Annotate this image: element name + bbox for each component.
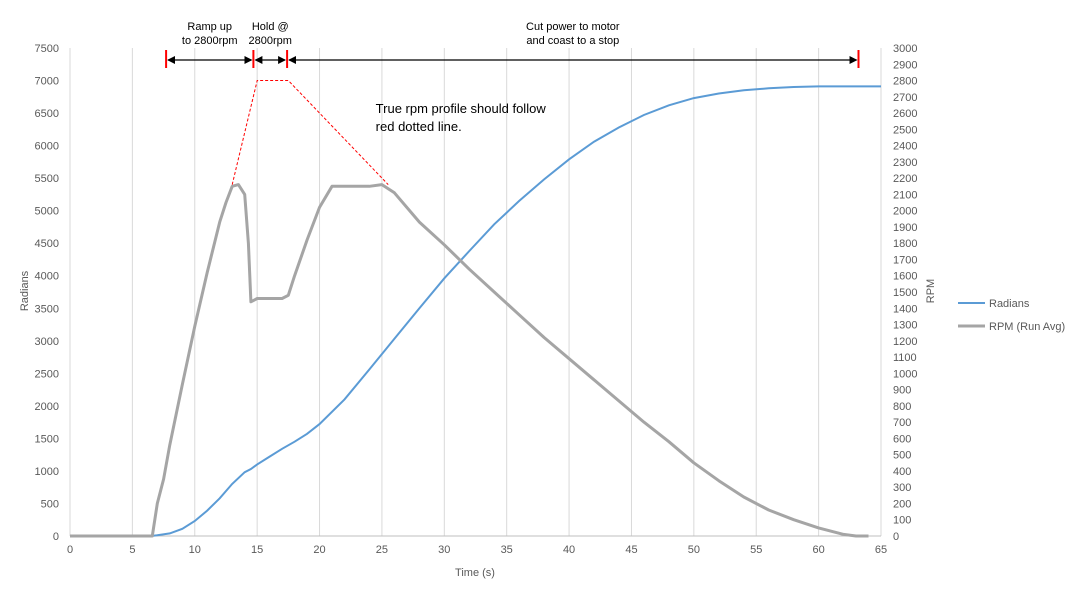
annotation-label: Hold @ <box>252 21 289 33</box>
y-right-tick-label: 600 <box>893 433 911 445</box>
y-axis-right-title: RPM <box>925 279 937 303</box>
y-left-tick-label: 7500 <box>35 43 59 55</box>
x-tick-label: 55 <box>750 544 762 556</box>
y-left-tick-label: 7000 <box>35 76 59 88</box>
y-right-tick-label: 200 <box>893 498 911 510</box>
y-right-tick-label: 2400 <box>893 141 917 153</box>
annotation-note: True rpm profile should follow <box>376 101 547 116</box>
y-left-tick-label: 1000 <box>35 466 59 478</box>
x-tick-label: 65 <box>875 544 887 556</box>
y-right-tick-label: 900 <box>893 385 911 397</box>
y-axis-right: 0 100 200 300 400 500 600 700 800 900 1000 1100 1200… <box>893 43 917 543</box>
x-tick-label: 0 <box>67 544 73 556</box>
x-tick-label: 5 <box>129 544 135 556</box>
y-right-tick-label: 2300 <box>893 157 917 169</box>
gridlines <box>69 48 882 536</box>
annotation-label: Cut power to motor <box>526 21 620 33</box>
y-right-tick-label: 1800 <box>893 238 917 250</box>
y-left-tick-label: 500 <box>41 498 59 510</box>
x-tick-label: 15 <box>251 544 263 556</box>
y-left-tick-label: 6000 <box>35 141 59 153</box>
y-left-tick-label: 2500 <box>35 368 59 380</box>
y-left-tick-label: 6500 <box>35 108 59 120</box>
y-right-tick-label: 2500 <box>893 124 917 136</box>
y-right-tick-label: 2900 <box>893 59 917 71</box>
x-tick-label: 20 <box>313 544 325 556</box>
y-right-tick-label: 0 <box>893 531 899 543</box>
x-tick-label: 40 <box>563 544 575 556</box>
x-tick-label: 10 <box>189 544 201 556</box>
y-right-tick-label: 1900 <box>893 222 917 234</box>
y-right-tick-label: 500 <box>893 450 911 462</box>
y-right-tick-label: 2800 <box>893 76 917 88</box>
series-lines <box>70 80 881 538</box>
x-tick-label: 35 <box>501 544 513 556</box>
y-right-tick-label: 400 <box>893 466 911 478</box>
annotations: Ramp up to 2800rpm Hold @ 2800rpm Cut power … <box>165 21 860 134</box>
series-radians-line <box>70 85 881 537</box>
y-right-tick-label: 800 <box>893 401 911 413</box>
y-right-tick-label: 300 <box>893 482 911 494</box>
y-right-tick-label: 1200 <box>893 336 917 348</box>
series-rpm-line <box>70 183 869 538</box>
y-left-tick-label: 5000 <box>35 206 59 218</box>
y-left-tick-label: 2000 <box>35 401 59 413</box>
legend: Radians RPM (Run Avg) <box>958 298 1065 333</box>
y-left-tick-label: 3000 <box>35 336 59 348</box>
annotation-note: red dotted line. <box>376 119 462 134</box>
y-right-tick-label: 100 <box>893 515 911 527</box>
x-tick-label: 45 <box>625 544 637 556</box>
y-left-tick-label: 4500 <box>35 238 59 250</box>
y-right-tick-label: 3000 <box>893 43 917 55</box>
y-right-tick-label: 2100 <box>893 189 917 201</box>
y-right-tick-label: 2000 <box>893 206 917 218</box>
y-right-tick-label: 1100 <box>893 352 917 364</box>
y-right-tick-label: 1700 <box>893 254 917 266</box>
y-right-tick-label: 700 <box>893 417 911 429</box>
y-left-tick-label: 1500 <box>35 433 59 445</box>
y-right-tick-label: 1300 <box>893 320 917 332</box>
y-axis-left: 0 500 1000 1500 2000 2500 3000 3500 4000 4500 5000… <box>35 43 59 543</box>
y-left-tick-label: 5500 <box>35 173 59 185</box>
y-right-tick-label: 2600 <box>893 108 917 120</box>
annotation-label: 2800rpm <box>249 35 292 47</box>
x-axis: 0 5 10 15 20 25 30 35 40 45 50 55 60 65 <box>67 535 887 556</box>
annotation-label: and coast to a stop <box>526 35 619 47</box>
y-axis-left-title: Radians <box>19 270 31 311</box>
y-right-tick-label: 1500 <box>893 287 917 299</box>
y-right-tick-label: 2700 <box>893 92 917 104</box>
true-rpm-profile-dashed-line <box>231 80 389 185</box>
y-left-tick-label: 0 <box>53 531 59 543</box>
x-tick-label: 50 <box>688 544 700 556</box>
y-left-tick-label: 4000 <box>35 271 59 283</box>
y-right-tick-label: 1600 <box>893 271 917 283</box>
legend-label: Radians <box>989 298 1030 310</box>
y-left-tick-label: 3500 <box>35 303 59 315</box>
y-right-tick-label: 1400 <box>893 303 917 315</box>
x-tick-label: 30 <box>438 544 450 556</box>
annotation-label: to 2800rpm <box>182 35 238 47</box>
y-right-tick-label: 1000 <box>893 368 917 380</box>
x-tick-label: 60 <box>812 544 824 556</box>
y-right-tick-label: 2200 <box>893 173 917 185</box>
legend-label: RPM (Run Avg) <box>989 321 1065 333</box>
x-axis-title: Time (s) <box>455 567 495 579</box>
x-tick-label: 25 <box>376 544 388 556</box>
annotation-label: Ramp up <box>187 21 232 33</box>
